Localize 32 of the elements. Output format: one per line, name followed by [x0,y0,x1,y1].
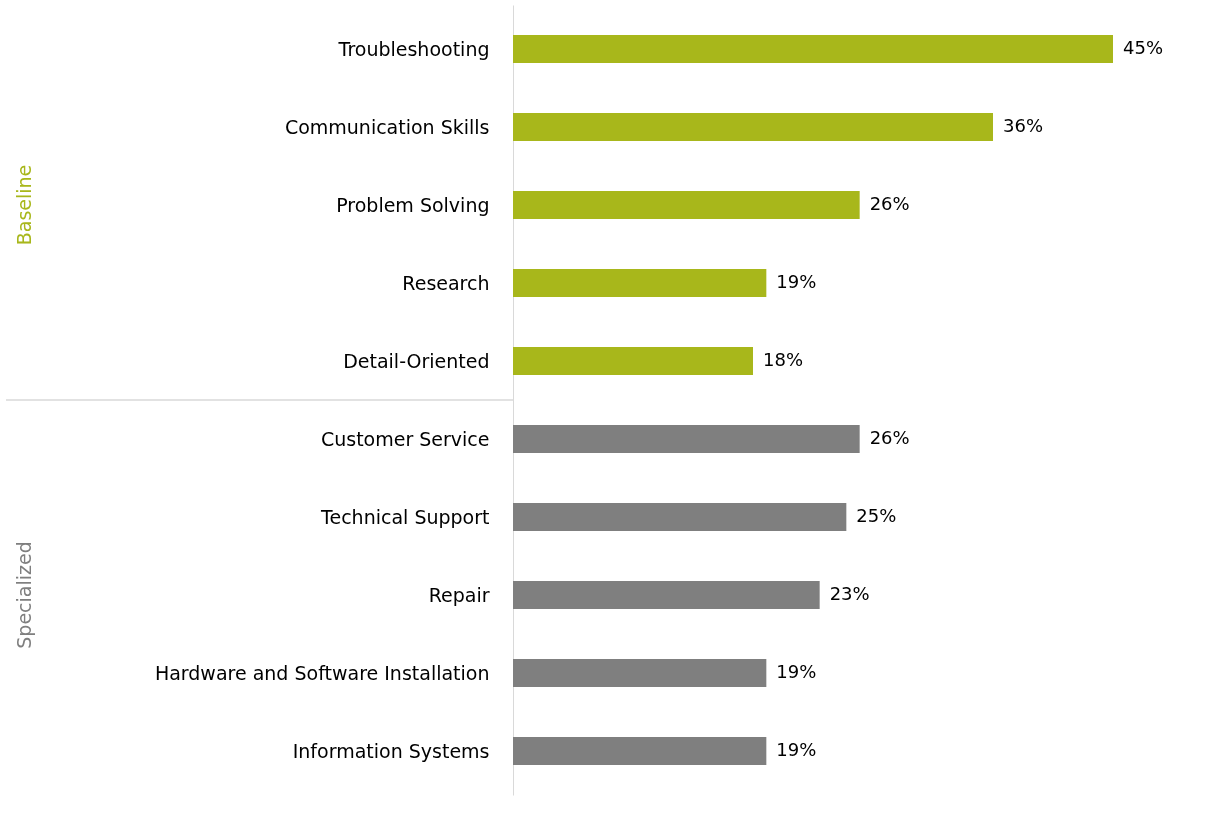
text: Specialized [13,541,35,649]
bar [513,425,860,453]
y-tick-label: Information Systems [292,739,490,762]
bar [513,347,753,375]
bar [513,737,767,765]
y-tick-label: Detail-Oriented [343,349,490,372]
text: Baseline [13,164,35,246]
y-tick-label: Technical Support [320,505,490,528]
data-label: 25% [856,505,897,526]
data-label: 19% [776,271,817,292]
bar [513,503,847,531]
y-tick-label: Problem Solving [336,193,490,216]
bar [513,269,767,297]
bar [513,659,767,687]
y-tick-label: Communication Skills [284,115,490,138]
bar [513,35,1113,63]
y-tick-label: Research [402,271,490,294]
data-label: 36% [1003,115,1044,136]
bar [513,191,860,219]
data-label: 23% [829,583,870,604]
y-tick-label: Repair [428,583,490,606]
data-label: 45% [1123,37,1164,58]
data-label: 18% [763,349,804,370]
bar [513,113,993,141]
data-label: 26% [869,193,910,214]
data-label: 19% [776,661,817,682]
y-tick-label: Troubleshooting [337,37,490,60]
data-label: 26% [869,427,910,448]
y-tick-label: Customer Service [320,427,490,450]
data-label: 19% [776,739,817,760]
y-tick-label: Hardware and Software Installation [154,661,490,684]
bar [513,581,820,609]
